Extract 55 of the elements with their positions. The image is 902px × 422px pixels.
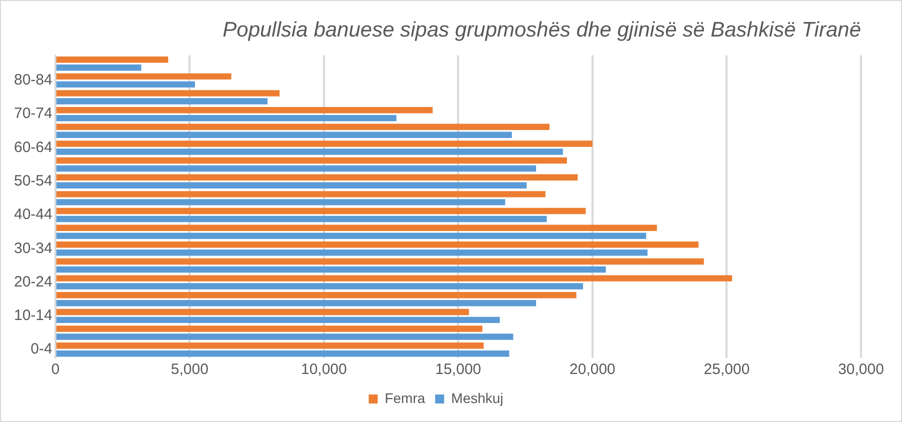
- x-tick-label: 10,000: [300, 361, 347, 378]
- bar: [56, 132, 512, 138]
- legend-label: Meshkuj: [451, 390, 504, 406]
- bar: [56, 308, 469, 316]
- bar: [56, 342, 484, 349]
- bar: [56, 300, 536, 306]
- y-tick-label: 70-74: [14, 105, 52, 122]
- bar: [56, 232, 646, 239]
- y-tick-label: 0-4: [30, 340, 52, 358]
- bar: [56, 224, 657, 231]
- x-tick-label: 15,000: [435, 361, 482, 378]
- bar: [56, 275, 732, 282]
- bar: [56, 140, 592, 147]
- bar: [56, 250, 648, 256]
- y-tick-label: 50-54: [14, 172, 52, 190]
- bar: [56, 191, 546, 198]
- bar: [56, 64, 142, 71]
- bar: [56, 56, 168, 63]
- legend-label: Femra: [384, 390, 426, 406]
- x-tick-label: 20,000: [570, 361, 616, 378]
- bar: [56, 242, 699, 248]
- bar: [56, 148, 563, 155]
- bar: [56, 283, 584, 290]
- bar: [56, 73, 232, 80]
- x-tick-label: 25,000: [704, 361, 750, 378]
- bar: [56, 114, 396, 122]
- y-tick-label: 80-84: [14, 72, 52, 89]
- bar: [56, 316, 500, 324]
- bar: [56, 157, 567, 164]
- bar: [56, 208, 586, 214]
- bar: [56, 199, 506, 206]
- y-tick-label: 40-44: [14, 206, 52, 224]
- bar: [56, 334, 514, 340]
- bar: [56, 90, 280, 96]
- bar: [56, 292, 576, 298]
- chart-title: Popullsia banuese sipas grupmoshës dhe gjinisë së Bashkisë Tiranë: [222, 18, 861, 42]
- x-tick-label: 5,000: [170, 361, 208, 378]
- bar: [56, 124, 550, 130]
- y-tick-label: 60-64: [14, 138, 52, 156]
- bar: [56, 106, 433, 114]
- y-tick-label: 10-14: [14, 307, 52, 324]
- y-tick-label: 30-34: [14, 240, 52, 257]
- x-tick-label: 0: [51, 361, 60, 378]
- x-tick-label: 30,000: [838, 361, 884, 378]
- bar: [56, 165, 536, 172]
- bar: [56, 266, 606, 273]
- bar: [56, 216, 547, 222]
- bar: [56, 98, 268, 104]
- bar: [56, 81, 196, 88]
- bar: [56, 182, 527, 188]
- bar: [56, 350, 510, 357]
- bar: [56, 326, 482, 332]
- y-tick-label: 20-24: [14, 273, 52, 290]
- bar: [56, 258, 704, 265]
- bar: [56, 174, 578, 180]
